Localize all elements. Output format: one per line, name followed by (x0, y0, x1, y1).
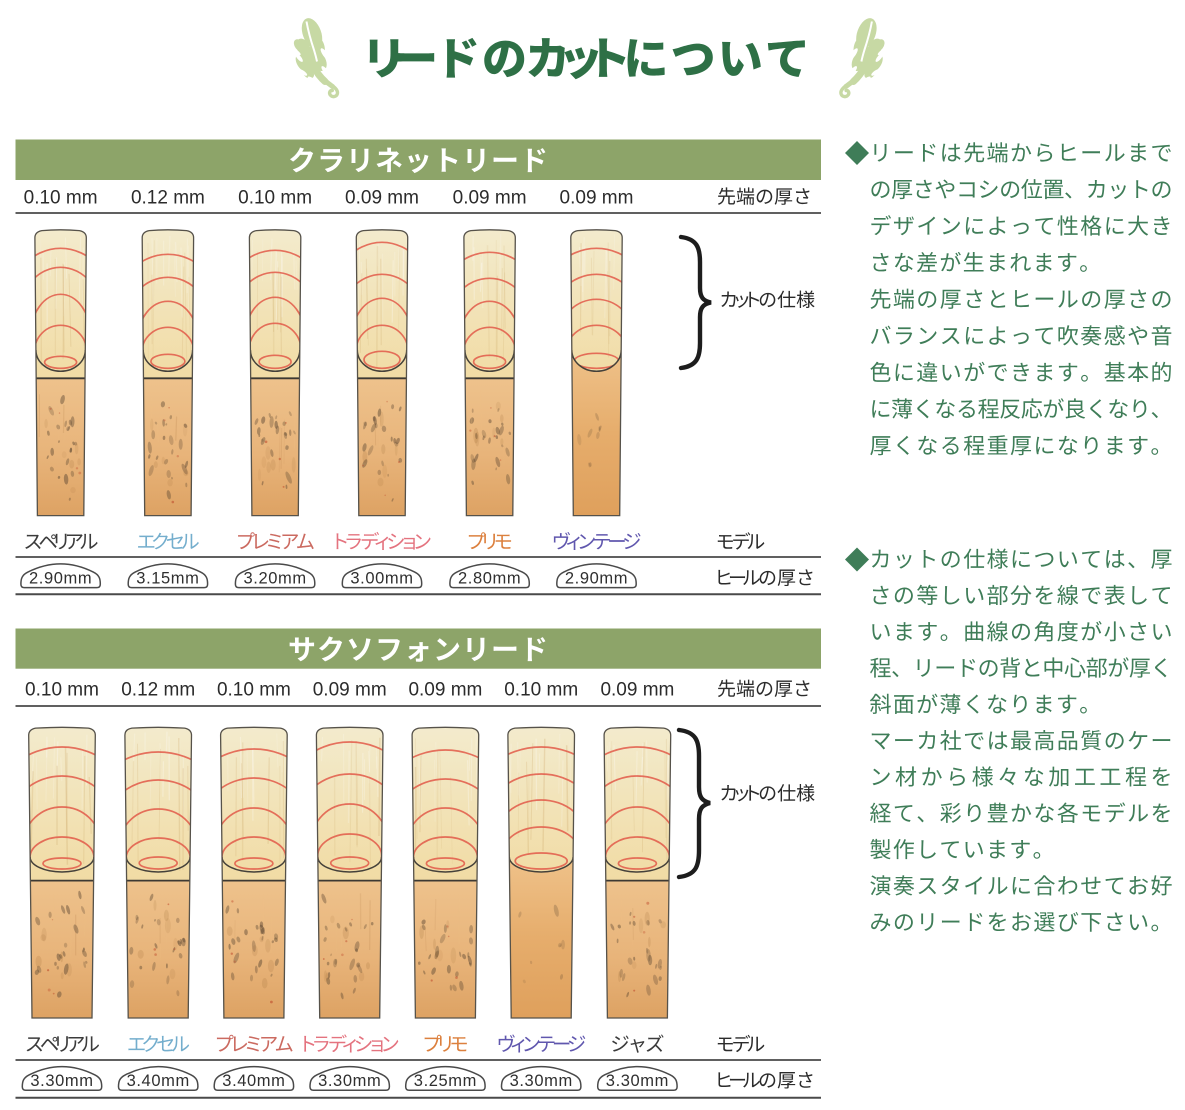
svg-text:3.30mm: 3.30mm (606, 1072, 669, 1090)
svg-text:0.09 mm: 0.09 mm (600, 680, 674, 701)
svg-text:2.90mm: 2.90mm (29, 570, 92, 588)
svg-text:0.09 mm: 0.09 mm (408, 680, 482, 701)
svg-text:3.00mm: 3.00mm (350, 570, 413, 588)
svg-text:3.30mm: 3.30mm (318, 1072, 381, 1090)
svg-text:0.09 mm: 0.09 mm (345, 187, 419, 208)
svg-text:0.10 mm: 0.10 mm (25, 680, 99, 701)
svg-text:3.15mm: 3.15mm (136, 570, 199, 588)
svg-text:0.10 mm: 0.10 mm (238, 187, 312, 208)
svg-text:3.40mm: 3.40mm (127, 1072, 190, 1090)
svg-text:0.09 mm: 0.09 mm (453, 187, 527, 208)
svg-text:3.30mm: 3.30mm (510, 1072, 573, 1090)
svg-text:2.90mm: 2.90mm (565, 570, 628, 588)
svg-text:3.40mm: 3.40mm (222, 1072, 285, 1090)
svg-text:3.25mm: 3.25mm (414, 1072, 477, 1090)
svg-text:0.09 mm: 0.09 mm (313, 680, 387, 701)
svg-text:0.09 mm: 0.09 mm (560, 187, 634, 208)
svg-text:0.10 mm: 0.10 mm (504, 680, 578, 701)
svg-text:3.20mm: 3.20mm (243, 570, 306, 588)
svg-text:0.12 mm: 0.12 mm (121, 680, 195, 701)
svg-text:0.10 mm: 0.10 mm (24, 187, 98, 208)
svg-text:3.30mm: 3.30mm (30, 1072, 93, 1090)
svg-text:0.12 mm: 0.12 mm (131, 187, 205, 208)
svg-text:0.10 mm: 0.10 mm (217, 680, 291, 701)
svg-text:2.80mm: 2.80mm (458, 570, 521, 588)
